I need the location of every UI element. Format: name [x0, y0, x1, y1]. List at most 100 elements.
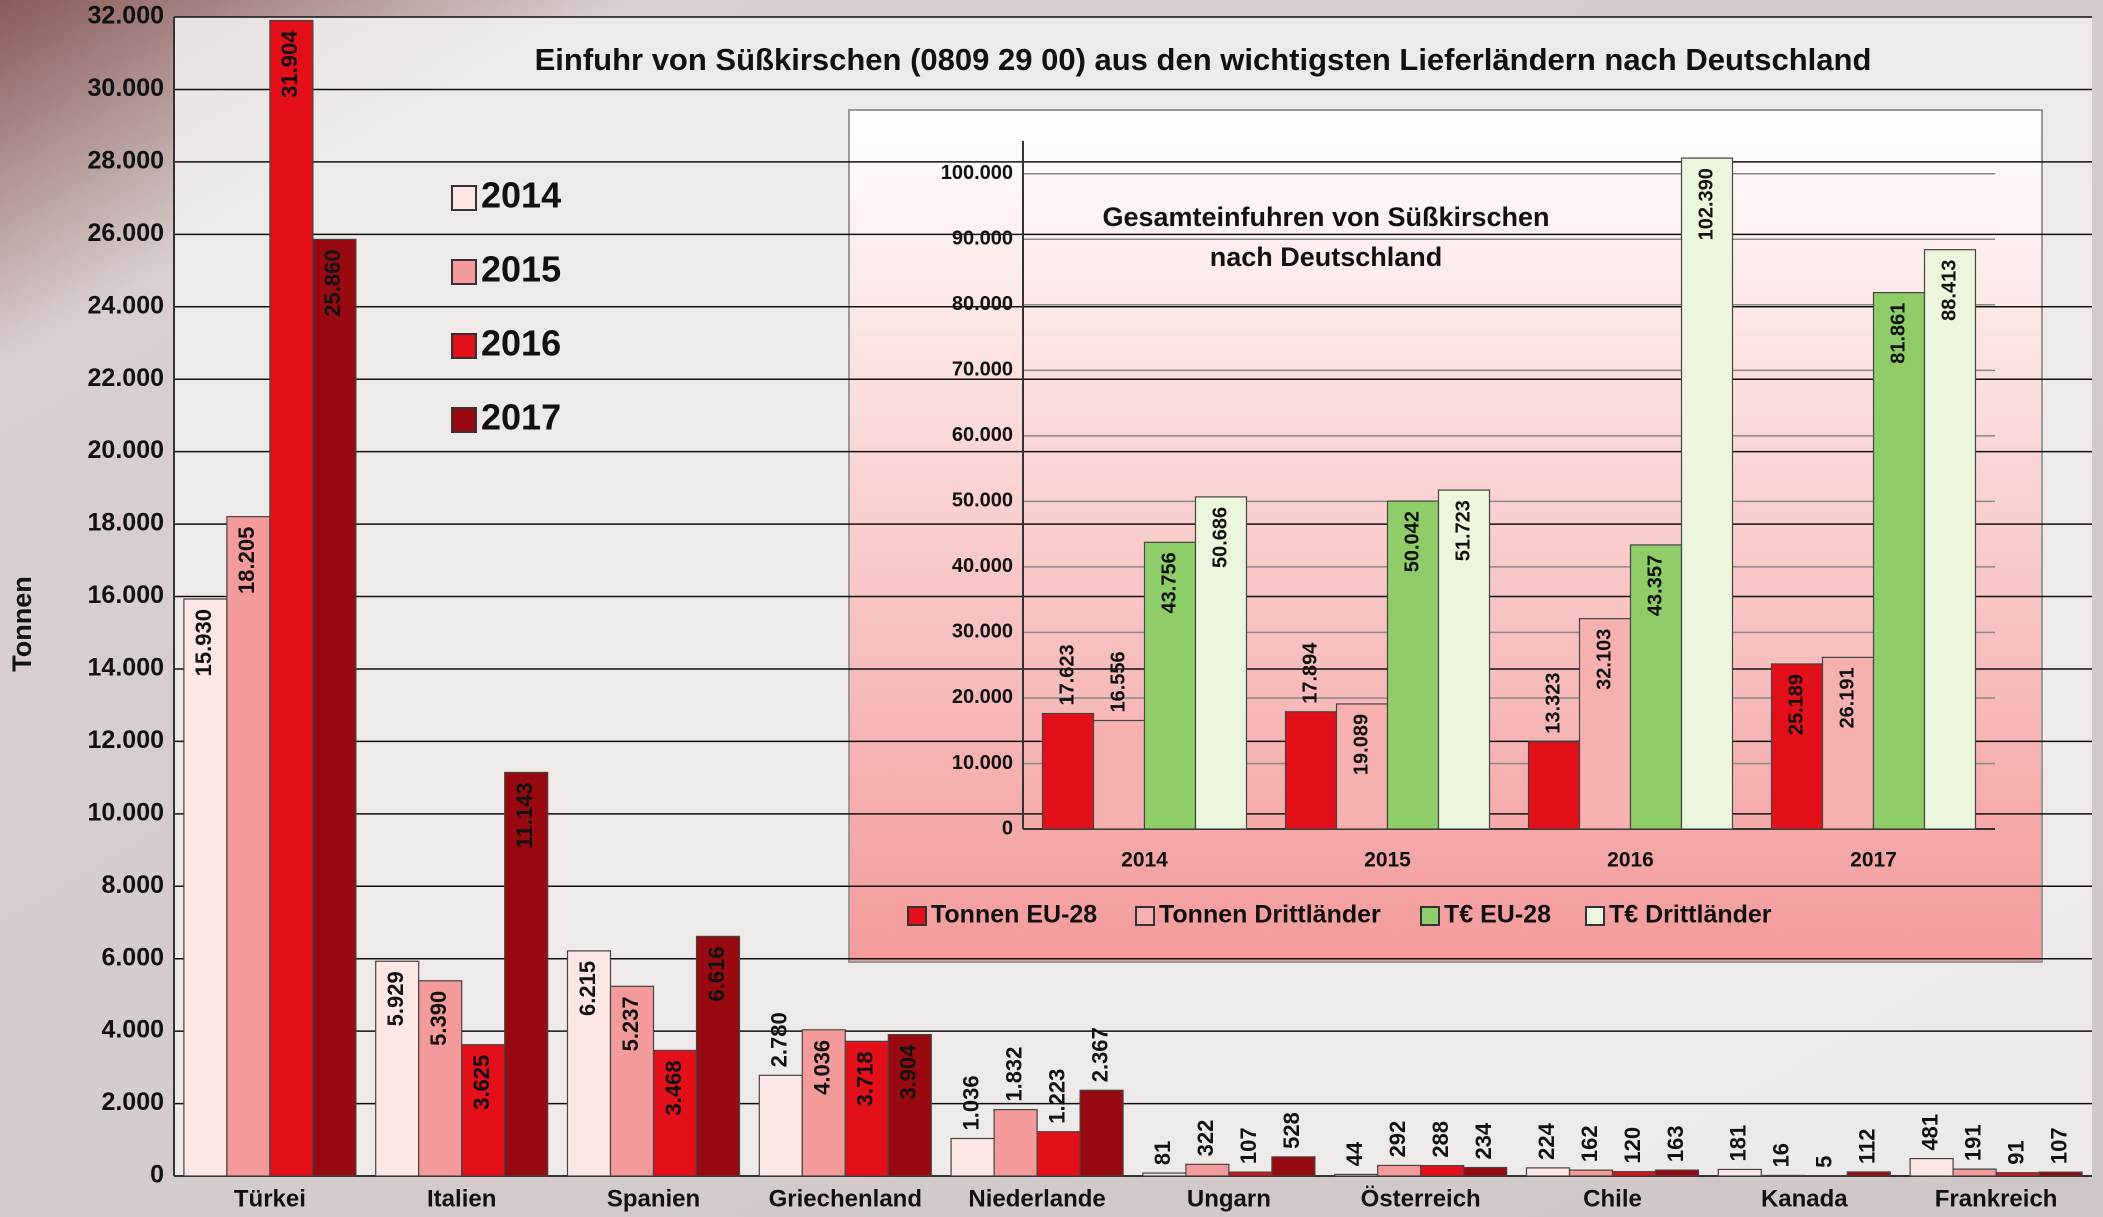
value-label: 112 — [1855, 1128, 1880, 1164]
bar — [1613, 1172, 1656, 1176]
value-label: 3.904 — [896, 1044, 921, 1100]
bar — [1953, 1169, 1996, 1176]
value-label: 17.894 — [1299, 642, 1321, 704]
value-label: 102.390 — [1695, 168, 1717, 240]
value-label: 50.042 — [1401, 511, 1423, 572]
value-label: 25.189 — [1785, 674, 1807, 735]
value-label: 31.904 — [277, 30, 302, 98]
x-tick-label: Kanada — [1761, 1185, 1848, 1212]
value-label: 107 — [1236, 1127, 1261, 1164]
y-tick-label: 4.000 — [101, 1016, 164, 1044]
bar — [994, 1110, 1037, 1176]
value-label: 32.103 — [1593, 629, 1615, 690]
bar — [1847, 1172, 1890, 1176]
value-label: 13.323 — [1542, 673, 1564, 734]
bar — [1421, 1166, 1464, 1176]
value-label: 16 — [1769, 1143, 1794, 1167]
y-tick-label: 80.000 — [952, 293, 1013, 315]
x-tick-label: Italien — [427, 1185, 496, 1212]
value-label: 6.215 — [575, 961, 600, 1016]
value-label: 18.205 — [234, 527, 259, 594]
bar — [1925, 250, 1976, 829]
bar — [1378, 1165, 1421, 1176]
bar — [1186, 1164, 1229, 1176]
value-label: 234 — [1471, 1122, 1496, 1159]
value-label: 17.623 — [1056, 644, 1078, 705]
legend-label: 2016 — [481, 323, 561, 364]
value-label: 292 — [1385, 1121, 1410, 1158]
value-label: 120 — [1620, 1127, 1645, 1164]
legend-swatch — [452, 186, 476, 210]
bar — [1286, 712, 1337, 829]
x-tick-label: 2014 — [1121, 849, 1168, 872]
x-tick-label: Spanien — [607, 1185, 700, 1212]
value-label: 26.191 — [1836, 667, 1858, 728]
legend-swatch — [1586, 907, 1604, 925]
x-tick-label: Niederlande — [968, 1185, 1105, 1212]
bar — [227, 517, 270, 1176]
y-tick-label: 10.000 — [952, 752, 1013, 774]
y-tick-label: 6.000 — [101, 943, 164, 971]
bar — [1335, 1174, 1378, 1176]
value-label: 181 — [1726, 1125, 1751, 1162]
x-tick-label: 2016 — [1607, 849, 1654, 872]
bar — [313, 239, 356, 1176]
value-label: 5 — [1812, 1156, 1837, 1168]
value-label: 322 — [1193, 1120, 1218, 1157]
y-tick-label: 10.000 — [88, 798, 164, 826]
y-tick-label: 28.000 — [88, 146, 164, 174]
y-tick-label: 20.000 — [88, 436, 164, 464]
y-tick-label: 60.000 — [952, 424, 1013, 446]
legend-label: 2017 — [481, 397, 561, 438]
value-label: 1.223 — [1044, 1069, 1069, 1124]
y-tick-label: 32.000 — [88, 2, 164, 30]
bar — [759, 1075, 802, 1176]
value-label: 3.468 — [661, 1060, 686, 1115]
value-label: 44 — [1342, 1141, 1367, 1166]
value-label: 528 — [1279, 1112, 1304, 1149]
y-tick-label: 0 — [150, 1161, 164, 1189]
x-tick-label: 2017 — [1850, 849, 1897, 872]
y-tick-label: 2.000 — [101, 1088, 164, 1116]
bar — [1037, 1132, 1080, 1176]
value-label: 163 — [1663, 1125, 1688, 1162]
y-tick-label: 50.000 — [952, 490, 1013, 512]
x-tick-label: Ungarn — [1187, 1185, 1271, 1212]
bar — [1874, 293, 1925, 829]
chart-title: Einfuhr von Süßkirschen (0809 29 00) aus… — [535, 42, 1872, 77]
value-label: 81 — [1150, 1141, 1175, 1165]
bar — [1229, 1172, 1272, 1176]
legend-label: Tonnen Drittländer — [1159, 901, 1381, 929]
bar — [1272, 1157, 1315, 1176]
value-label: 91 — [2003, 1140, 2028, 1164]
value-label: 50.686 — [1209, 507, 1231, 568]
y-tick-label: 70.000 — [952, 359, 1013, 381]
bar — [1761, 1175, 1804, 1176]
x-tick-label: Chile — [1583, 1185, 1642, 1212]
value-label: 11.143 — [512, 782, 537, 848]
value-label: 88.413 — [1938, 260, 1960, 321]
bar — [1529, 742, 1580, 829]
value-label: 191 — [1960, 1124, 1985, 1161]
bar — [1656, 1170, 1699, 1176]
x-tick-label: Frankreich — [1935, 1185, 2058, 1212]
y-tick-label: 16.000 — [88, 581, 164, 609]
inset-title: Gesamteinfuhren von Süßkirschen — [1102, 202, 1549, 232]
bar — [1996, 1173, 2039, 1176]
value-label: 5.929 — [383, 971, 408, 1026]
bar — [1570, 1170, 1613, 1176]
bar — [1464, 1168, 1507, 1176]
value-label: 25.860 — [320, 249, 345, 316]
legend-label: T€ EU-28 — [1444, 901, 1551, 929]
y-tick-label: 40.000 — [952, 555, 1013, 577]
legend-swatch — [1136, 907, 1154, 925]
value-label: 481 — [1917, 1114, 1942, 1151]
legend-label: 2014 — [481, 175, 561, 216]
legend-swatch — [452, 260, 476, 284]
x-tick-label: 2015 — [1364, 849, 1411, 872]
y-tick-label: 24.000 — [88, 291, 164, 319]
bar — [1094, 721, 1145, 829]
y-tick-label: 14.000 — [88, 654, 164, 682]
value-label: 288 — [1428, 1121, 1453, 1158]
legend-swatch — [1421, 907, 1439, 925]
